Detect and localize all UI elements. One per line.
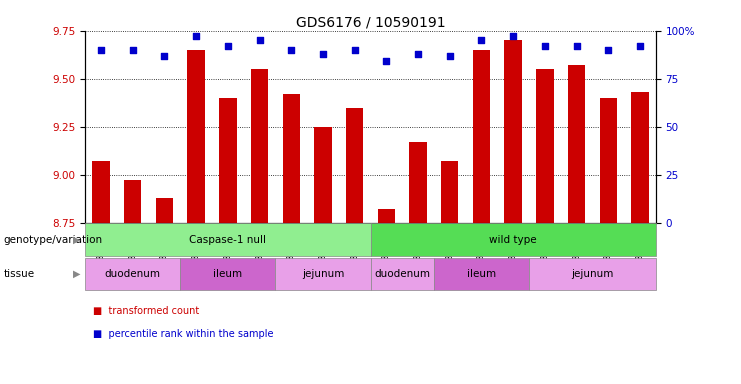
Point xyxy=(444,53,456,59)
Bar xyxy=(124,180,142,223)
Bar xyxy=(505,40,522,223)
Point xyxy=(380,58,392,65)
Point xyxy=(634,43,646,49)
Bar xyxy=(314,127,332,223)
Bar xyxy=(409,142,427,223)
Text: Caspase-1 null: Caspase-1 null xyxy=(190,235,266,245)
Point xyxy=(602,47,614,53)
Text: duodenum: duodenum xyxy=(104,269,161,279)
Point xyxy=(222,43,233,49)
Bar xyxy=(282,94,300,223)
Point xyxy=(539,43,551,49)
Bar xyxy=(156,198,173,223)
Point xyxy=(476,37,488,43)
Text: GDS6176 / 10590191: GDS6176 / 10590191 xyxy=(296,15,445,29)
Bar xyxy=(631,92,648,223)
Bar xyxy=(599,98,617,223)
Bar xyxy=(93,161,110,223)
Point xyxy=(317,51,329,57)
Point xyxy=(159,53,170,59)
Point xyxy=(190,33,202,40)
Text: ileum: ileum xyxy=(213,269,242,279)
Bar xyxy=(346,108,363,223)
Point xyxy=(571,43,582,49)
Bar xyxy=(378,209,395,223)
Point xyxy=(507,33,519,40)
Text: ■  transformed count: ■ transformed count xyxy=(93,306,199,316)
Text: ileum: ileum xyxy=(467,269,496,279)
Text: wild type: wild type xyxy=(489,235,537,245)
Point xyxy=(253,37,265,43)
Bar xyxy=(251,69,268,223)
Text: jejunum: jejunum xyxy=(571,269,614,279)
Point xyxy=(412,51,424,57)
Bar xyxy=(536,69,554,223)
Bar xyxy=(473,50,490,223)
Bar xyxy=(219,98,236,223)
Text: duodenum: duodenum xyxy=(374,269,431,279)
Text: ▶: ▶ xyxy=(73,235,80,245)
Bar xyxy=(568,65,585,223)
Text: jejunum: jejunum xyxy=(302,269,344,279)
Bar xyxy=(187,50,205,223)
Point xyxy=(95,47,107,53)
Text: ■  percentile rank within the sample: ■ percentile rank within the sample xyxy=(93,329,273,339)
Text: tissue: tissue xyxy=(4,269,35,279)
Bar xyxy=(441,161,459,223)
Text: ▶: ▶ xyxy=(73,269,80,279)
Point xyxy=(349,47,361,53)
Point xyxy=(127,47,139,53)
Text: genotype/variation: genotype/variation xyxy=(4,235,103,245)
Point xyxy=(285,47,297,53)
